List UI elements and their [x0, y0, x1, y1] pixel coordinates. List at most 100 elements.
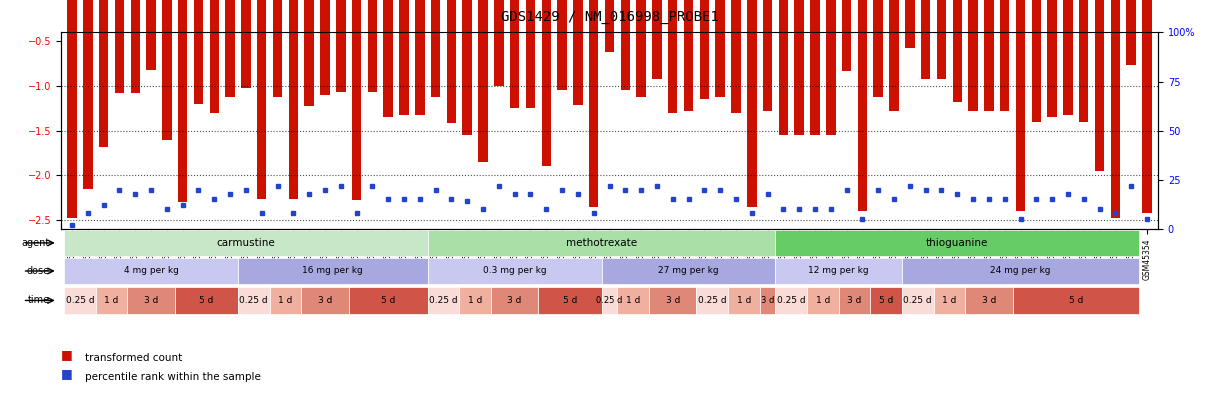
FancyBboxPatch shape	[428, 230, 775, 256]
Bar	[668, 0, 678, 113]
FancyBboxPatch shape	[775, 230, 1139, 256]
Bar	[99, 0, 108, 147]
FancyBboxPatch shape	[460, 287, 491, 314]
Bar	[1126, 0, 1136, 66]
Text: 27 mg per kg: 27 mg per kg	[658, 266, 719, 275]
FancyBboxPatch shape	[775, 287, 807, 314]
Text: 3 d: 3 d	[666, 296, 680, 305]
FancyBboxPatch shape	[759, 287, 775, 314]
Bar	[289, 0, 299, 199]
Bar	[368, 0, 377, 92]
FancyBboxPatch shape	[775, 258, 902, 283]
FancyBboxPatch shape	[902, 287, 934, 314]
Bar	[178, 0, 188, 202]
FancyBboxPatch shape	[96, 287, 127, 314]
Bar	[478, 0, 488, 162]
Text: 5 d: 5 d	[199, 296, 213, 305]
Bar	[858, 0, 867, 211]
Bar	[952, 0, 962, 102]
Text: 3 d: 3 d	[507, 296, 522, 305]
FancyBboxPatch shape	[238, 258, 428, 283]
Bar	[146, 0, 156, 70]
Text: 0.25 d: 0.25 d	[239, 296, 268, 305]
Text: 1 d: 1 d	[816, 296, 830, 305]
FancyBboxPatch shape	[65, 258, 238, 283]
FancyBboxPatch shape	[617, 287, 649, 314]
FancyBboxPatch shape	[934, 287, 965, 314]
FancyBboxPatch shape	[870, 287, 902, 314]
FancyBboxPatch shape	[491, 287, 539, 314]
Bar	[210, 0, 219, 113]
FancyBboxPatch shape	[649, 287, 696, 314]
Bar	[605, 0, 614, 52]
Bar	[510, 0, 519, 108]
Bar	[652, 0, 662, 79]
Bar	[336, 0, 345, 92]
Bar	[890, 0, 898, 111]
Bar	[1015, 0, 1025, 211]
FancyBboxPatch shape	[839, 287, 870, 314]
Text: 5 d: 5 d	[879, 296, 894, 305]
Text: 0.25 d: 0.25 d	[698, 296, 727, 305]
Text: 1 d: 1 d	[105, 296, 118, 305]
Bar	[906, 0, 914, 49]
Bar	[620, 0, 630, 90]
Bar	[842, 0, 851, 71]
Text: 0.3 mg per kg: 0.3 mg per kg	[483, 266, 546, 275]
FancyBboxPatch shape	[602, 258, 775, 283]
Bar	[162, 0, 172, 140]
Text: 1 d: 1 d	[942, 296, 957, 305]
Text: 3 d: 3 d	[847, 296, 862, 305]
FancyBboxPatch shape	[65, 287, 96, 314]
FancyBboxPatch shape	[602, 287, 617, 314]
Bar	[1111, 0, 1120, 218]
Bar	[731, 0, 741, 113]
FancyBboxPatch shape	[1013, 287, 1139, 314]
Bar	[352, 0, 361, 200]
Text: time: time	[28, 296, 50, 305]
Bar	[920, 0, 930, 79]
Bar	[130, 0, 140, 93]
Text: 24 mg per kg: 24 mg per kg	[990, 266, 1051, 275]
Bar	[462, 0, 472, 135]
Bar	[83, 0, 93, 189]
Text: 1 d: 1 d	[468, 296, 483, 305]
Bar	[684, 0, 694, 111]
FancyBboxPatch shape	[965, 287, 1013, 314]
Text: 3 d: 3 d	[981, 296, 996, 305]
Bar	[968, 0, 978, 111]
Bar	[795, 0, 805, 135]
Text: 5 d: 5 d	[1069, 296, 1082, 305]
Text: 3 d: 3 d	[318, 296, 332, 305]
Bar	[321, 0, 329, 95]
Text: 3 d: 3 d	[761, 296, 774, 305]
Bar	[1063, 0, 1073, 115]
Bar	[700, 0, 709, 99]
Bar	[305, 0, 313, 106]
Bar	[115, 0, 124, 93]
Text: 5 d: 5 d	[563, 296, 577, 305]
FancyBboxPatch shape	[539, 287, 602, 314]
Text: 0.25 d: 0.25 d	[777, 296, 806, 305]
FancyBboxPatch shape	[238, 287, 269, 314]
Text: 1 d: 1 d	[278, 296, 293, 305]
Text: agent: agent	[22, 238, 50, 248]
Text: 16 mg per kg: 16 mg per kg	[302, 266, 363, 275]
Bar	[273, 0, 283, 97]
Text: 0.25 d: 0.25 d	[596, 296, 623, 305]
Bar	[1000, 0, 1009, 111]
FancyBboxPatch shape	[127, 287, 174, 314]
FancyBboxPatch shape	[902, 258, 1139, 283]
Text: 1 d: 1 d	[627, 296, 640, 305]
Text: 0.25 d: 0.25 d	[903, 296, 933, 305]
Bar	[525, 0, 535, 108]
Bar	[400, 0, 408, 115]
Bar	[636, 0, 646, 97]
Bar	[494, 0, 503, 86]
FancyBboxPatch shape	[349, 287, 428, 314]
Bar	[430, 0, 440, 97]
FancyBboxPatch shape	[428, 258, 602, 283]
Bar	[716, 0, 725, 97]
Text: 0.25 d: 0.25 d	[429, 296, 458, 305]
Text: 1 d: 1 d	[736, 296, 751, 305]
